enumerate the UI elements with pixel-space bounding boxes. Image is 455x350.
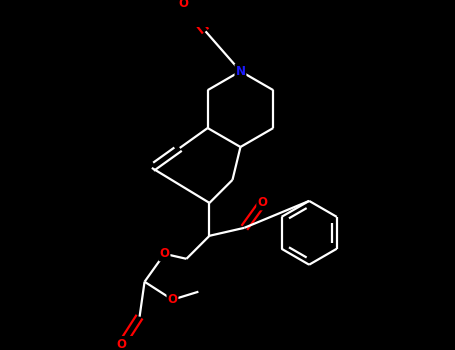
Text: O: O — [116, 338, 126, 350]
Text: O: O — [160, 247, 170, 260]
Text: O: O — [179, 0, 189, 10]
Text: O: O — [257, 196, 267, 209]
Text: O: O — [167, 293, 177, 306]
Text: N: N — [235, 65, 245, 78]
